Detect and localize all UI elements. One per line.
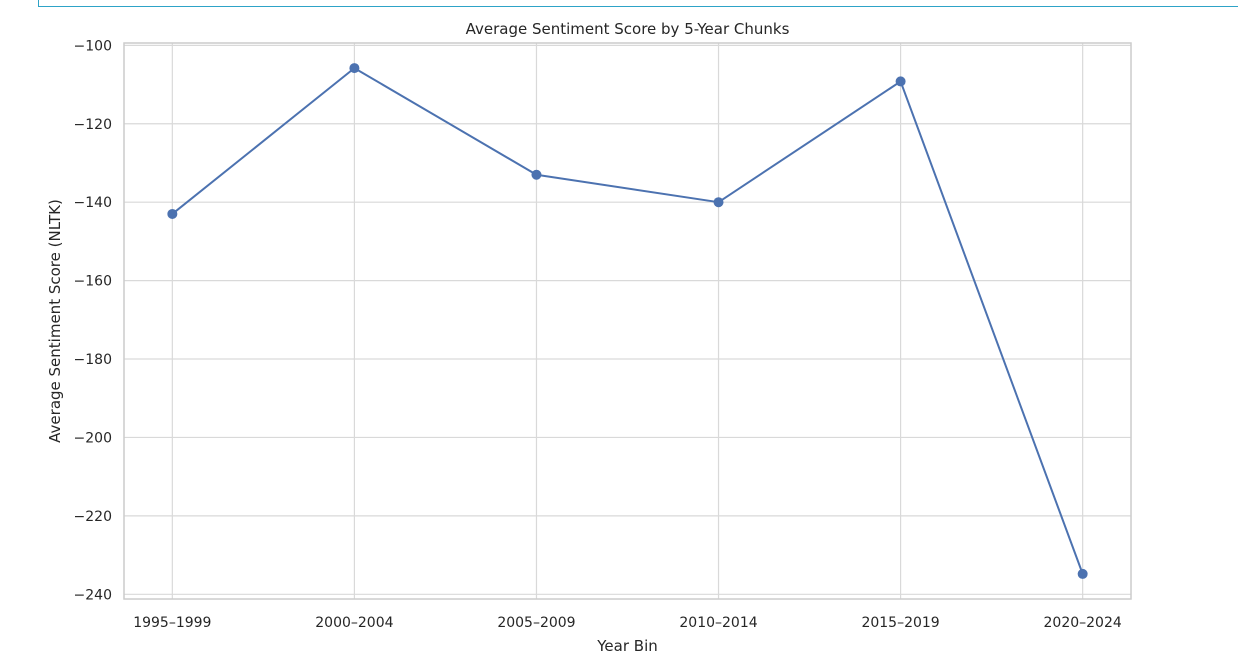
y-tick-label: −220	[74, 509, 112, 525]
x-tick-label: 2010–2014	[679, 615, 757, 631]
data-point	[713, 197, 724, 208]
chart-title: Average Sentiment Score by 5-Year Chunks	[466, 20, 790, 38]
y-tick-label: −160	[74, 274, 112, 290]
cell-output-frame	[38, 0, 1238, 7]
x-tick-labels: 1995–1999 2000–2004 2005–2009 2010–2014 2015…	[133, 615, 1122, 631]
data-point	[349, 63, 360, 74]
plot-frame	[123, 42, 1132, 600]
y-tick-label: −140	[74, 195, 112, 211]
series-line	[171, 67, 1084, 575]
y-tick-labels: −100 −120 −140 −160 −180 −200 −220 −240	[74, 38, 112, 603]
x-tick-label: 2005–2009	[497, 615, 575, 631]
y-tick-label: −200	[74, 430, 112, 446]
grid-lines	[124, 43, 1131, 599]
x-tick-label: 2015–2019	[861, 615, 939, 631]
data-point	[1077, 568, 1088, 579]
x-axis-label: Year Bin	[596, 637, 658, 655]
y-tick-label: −100	[74, 38, 112, 54]
data-point	[531, 169, 542, 180]
y-tick-label: −120	[74, 117, 112, 133]
x-tick-label: 1995–1999	[133, 615, 211, 631]
x-tick-label: 2020–2024	[1044, 615, 1122, 631]
y-tick-label: −180	[74, 352, 112, 368]
y-axis-label: Average Sentiment Score (NLTK)	[46, 199, 64, 443]
data-point	[167, 208, 178, 219]
data-point	[895, 76, 906, 87]
x-tick-label: 2000–2004	[315, 615, 393, 631]
series-layer	[167, 63, 1088, 579]
y-tick-label: −240	[74, 587, 112, 603]
